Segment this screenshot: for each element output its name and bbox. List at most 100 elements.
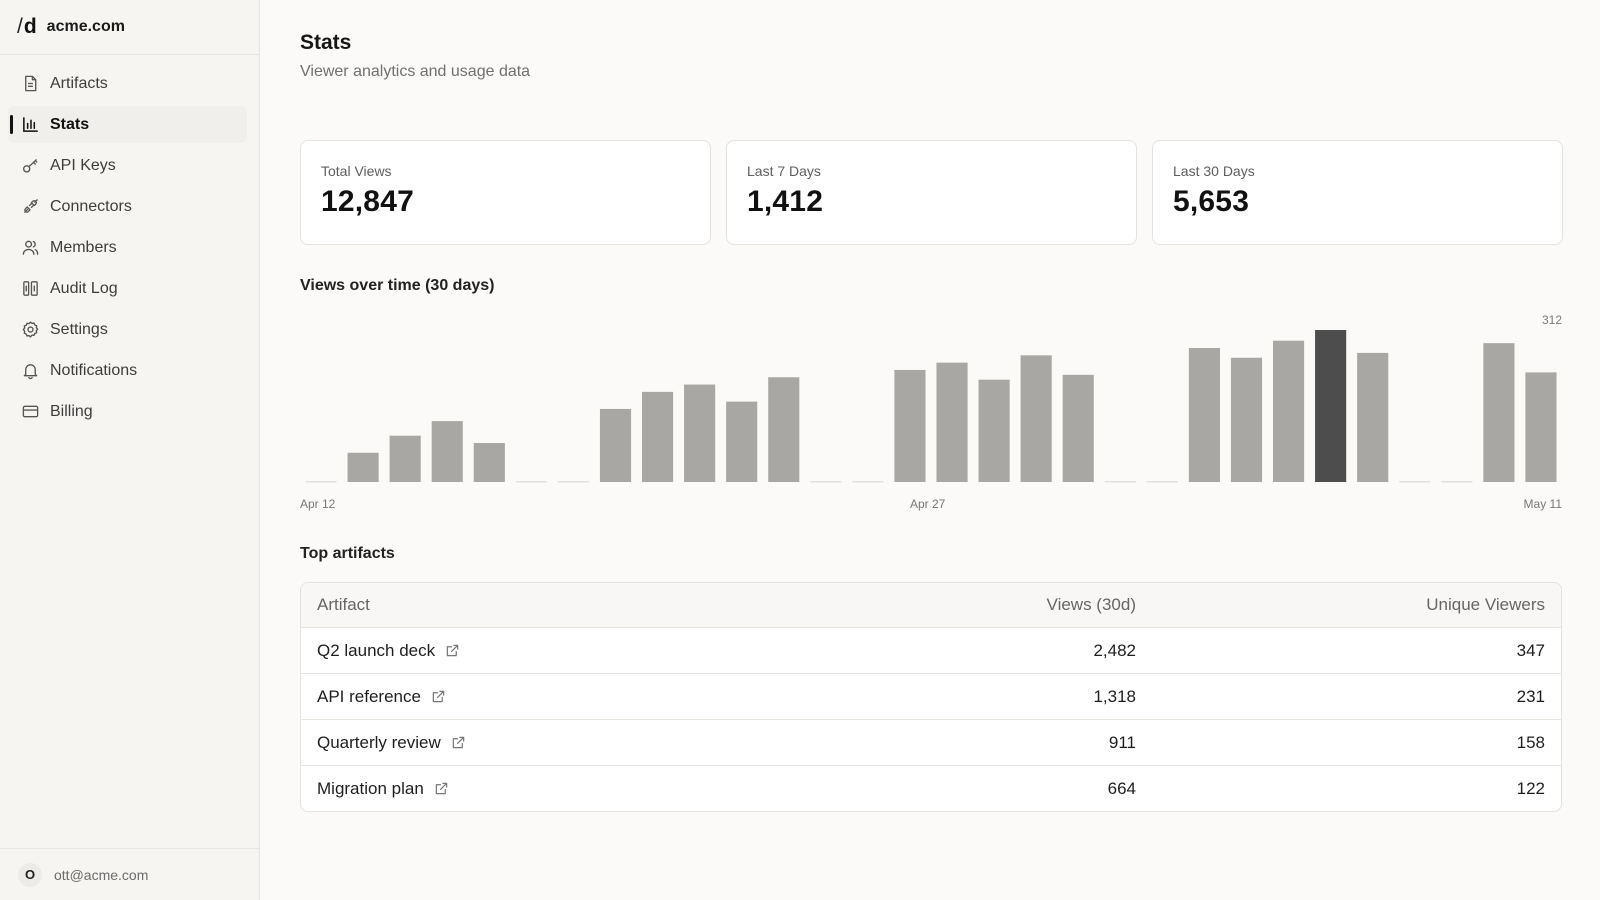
artifact-name: Migration plan: [317, 778, 424, 798]
stat-card-value: 12,847: [321, 185, 414, 218]
chart-bar: [1357, 352, 1389, 482]
chart-bar: [389, 435, 421, 482]
artifact-views: 2,482: [1093, 640, 1136, 660]
chart-bar: [810, 481, 842, 483]
chart-x-label-start: Apr 12: [300, 497, 336, 511]
sidebar-item-notifications[interactable]: Notifications: [8, 352, 247, 389]
sidebar-item-api-keys[interactable]: API Keys: [8, 147, 247, 184]
artifact-name: Q2 launch deck: [317, 640, 436, 660]
stat-card-total-views: Total Views 12,847: [300, 140, 711, 245]
chart-bar: [557, 481, 589, 483]
artifact-views: 1,318: [1093, 686, 1136, 706]
column-header-views: Views (30d): [1046, 595, 1136, 614]
brand-logo: / d: [17, 15, 37, 39]
sidebar-item-label: Audit Log: [50, 279, 118, 297]
audit-log-icon: [20, 279, 40, 299]
sidebar: / d acme.com Artifacts Stats API Keys: [0, 0, 260, 900]
column-header-unique-viewers: Unique Viewers: [1426, 595, 1545, 614]
chart-bar: [1273, 340, 1305, 482]
sidebar-item-billing[interactable]: Billing: [8, 393, 247, 430]
sidebar-item-settings[interactable]: Settings: [8, 311, 247, 348]
sidebar-item-connectors[interactable]: Connectors: [8, 188, 247, 225]
brand-logo-letter: d: [23, 15, 37, 38]
chart-bar: [684, 384, 716, 482]
chart-bar: [894, 369, 926, 482]
brand[interactable]: / d acme.com: [0, 0, 259, 55]
artifact-views: 911: [1108, 732, 1136, 752]
external-link-icon[interactable]: [451, 735, 466, 750]
artifact-name: API reference: [317, 686, 421, 706]
artifact-views: 664: [1107, 778, 1136, 798]
sidebar-item-label: API Keys: [50, 156, 116, 174]
chart-bar: [1146, 481, 1178, 483]
user-account[interactable]: O ott@acme.com: [0, 848, 259, 900]
external-link-icon[interactable]: [431, 689, 446, 704]
sidebar-item-members[interactable]: Members: [8, 229, 247, 266]
sidebar-item-label: Connectors: [50, 197, 132, 215]
page-subtitle: Viewer analytics and usage data: [300, 63, 531, 80]
bar-chart-icon: [20, 115, 40, 135]
chart-bar: [768, 377, 800, 482]
sidebar-nav: Artifacts Stats API Keys Connectors Memb…: [0, 55, 259, 430]
sidebar-item-label: Stats: [50, 115, 90, 133]
chart-bar: [978, 379, 1010, 482]
artifact-unique-viewers: 122: [1516, 778, 1545, 798]
chart-bar: [1483, 343, 1515, 482]
stat-card-label: Last 30 Days: [1173, 163, 1255, 179]
chart-bar: [1525, 372, 1557, 482]
sidebar-item-label: Settings: [50, 320, 108, 338]
chart-bar: [599, 408, 632, 482]
external-link-icon[interactable]: [445, 643, 460, 658]
sidebar-item-label: Billing: [50, 402, 93, 420]
chart-bar: [726, 401, 758, 482]
column-header-artifact: Artifact: [317, 595, 370, 614]
chart-bar: [1399, 481, 1431, 483]
chart-bar: [936, 362, 968, 482]
chart-max-label: 312: [1541, 313, 1562, 327]
stat-card-last-7-days: Last 7 Days 1,412: [726, 140, 1137, 245]
credit-card-icon: [20, 402, 40, 422]
avatar: O: [18, 862, 42, 887]
stat-cards: Total Views 12,847 Last 7 Days 1,412 Las…: [300, 140, 1563, 245]
chart-bar: [431, 421, 463, 482]
sidebar-item-stats[interactable]: Stats: [8, 106, 247, 143]
external-link-icon[interactable]: [434, 781, 449, 796]
stat-card-label: Last 7 Days: [747, 163, 821, 179]
stat-card-label: Total Views: [321, 163, 392, 179]
brand-logo-slash: /: [17, 15, 23, 38]
plug-icon: [20, 197, 40, 217]
bell-icon: [20, 361, 40, 381]
chart-bar: [642, 391, 674, 482]
stat-card-value: 5,653: [1173, 185, 1250, 218]
table-row: API reference 1,318 231: [301, 673, 1561, 719]
table-header-row: Artifact Views (30d) Unique Viewers: [301, 583, 1561, 627]
table-row: Migration plan 664 122: [301, 765, 1561, 811]
top-artifacts-table: Artifact Views (30d) Unique Viewers Q2 l…: [300, 582, 1562, 812]
chart-x-label-mid: Apr 27: [910, 497, 946, 511]
table-title: Top artifacts: [300, 545, 395, 562]
page-title: Stats: [300, 31, 352, 54]
chart-title: Views over time (30 days): [300, 277, 495, 294]
sidebar-item-label: Members: [50, 238, 117, 256]
sidebar-item-artifacts[interactable]: Artifacts: [8, 65, 247, 102]
sidebar-item-label: Artifacts: [50, 74, 108, 92]
sidebar-item-audit-log[interactable]: Audit Log: [8, 270, 247, 307]
artifact-name: Quarterly review: [317, 732, 441, 752]
views-chart: 312 Apr 12 Apr 27 May 11: [300, 310, 1562, 520]
views-bar-chart: [305, 330, 1557, 483]
artifact-unique-viewers: 347: [1516, 640, 1545, 660]
chart-bar: [1104, 481, 1136, 483]
chart-bar: [515, 481, 547, 483]
chart-bar: [1315, 330, 1347, 482]
user-email: ott@acme.com: [54, 866, 149, 883]
stat-card-last-30-days: Last 30 Days 5,653: [1152, 140, 1563, 245]
table-row: Q2 launch deck 2,482 347: [301, 627, 1561, 673]
stat-card-value: 1,412: [747, 185, 824, 218]
chart-bar: [1441, 481, 1473, 483]
users-icon: [20, 238, 40, 258]
chart-bar: [1062, 374, 1094, 482]
chart-bar: [305, 481, 337, 483]
chart-bar: [852, 481, 884, 483]
chart-x-label-end: May 11: [1523, 497, 1562, 511]
artifact-unique-viewers: 158: [1516, 732, 1545, 752]
